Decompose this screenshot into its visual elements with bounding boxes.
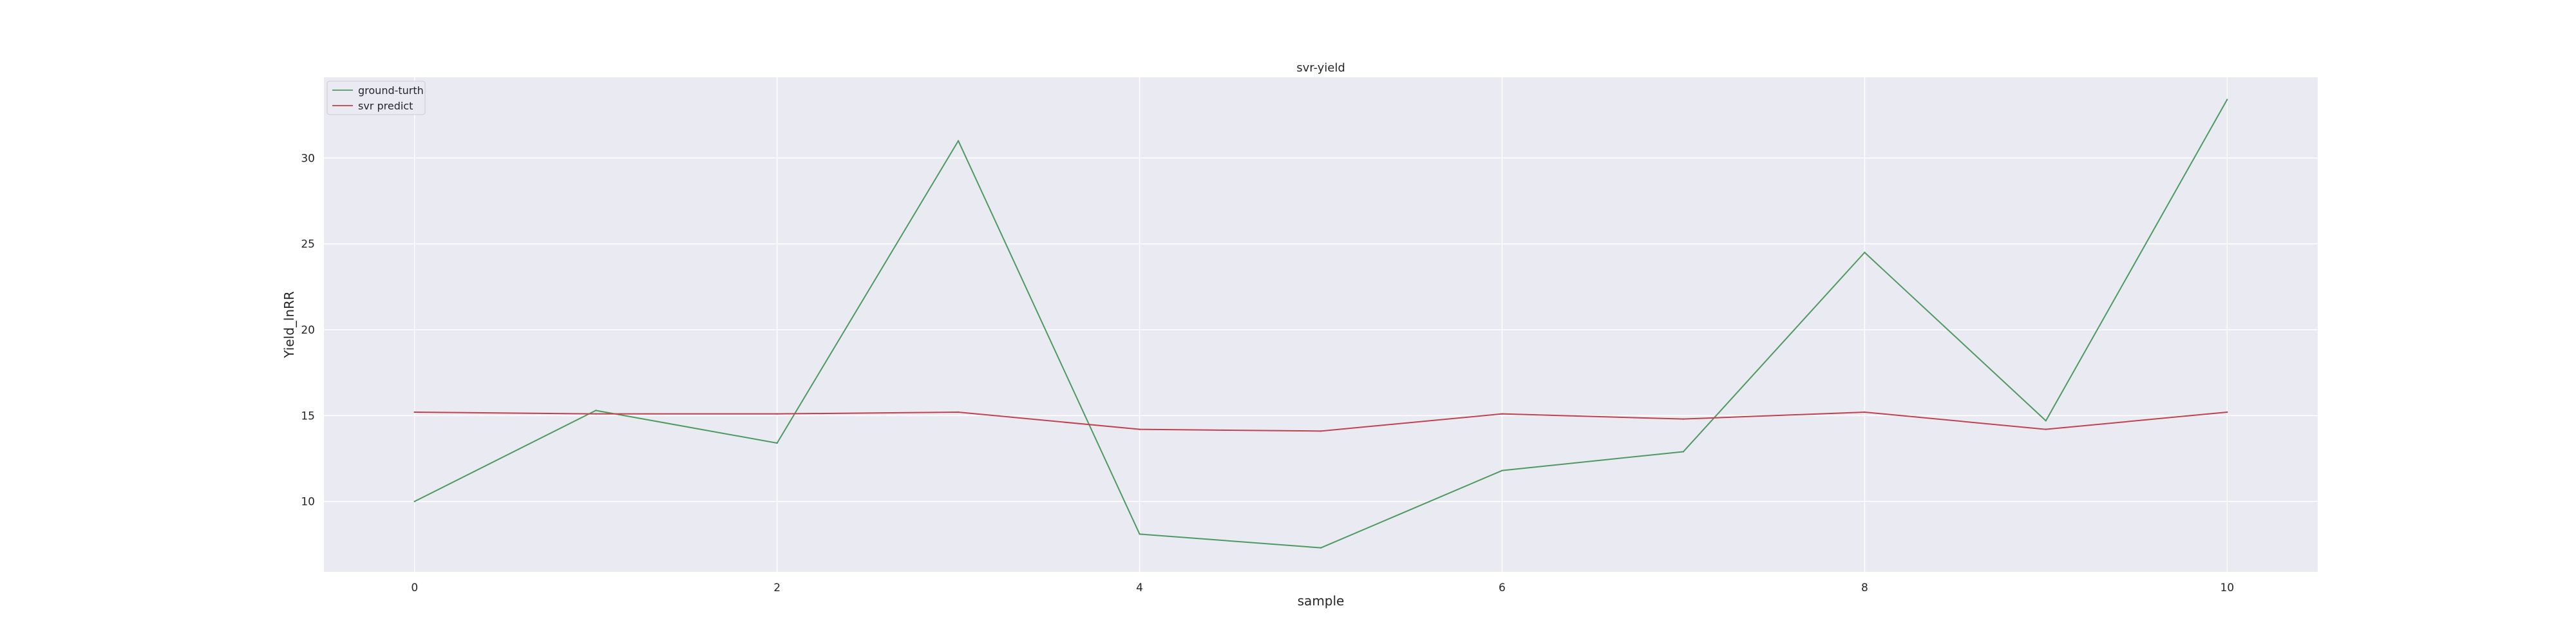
- x-tick-label: 8: [1861, 582, 1868, 594]
- x-tick-label: 10: [2220, 582, 2234, 594]
- data-point: [1864, 411, 1866, 413]
- x-tick-label: 2: [773, 582, 781, 594]
- legend-label-svr-predict: svr predict: [358, 100, 413, 112]
- data-point: [776, 413, 778, 415]
- grid: [324, 77, 2318, 572]
- x-tick-label: 0: [411, 582, 418, 594]
- x-tick-label: 6: [1499, 582, 1506, 594]
- y-tick-label: 20: [301, 324, 315, 337]
- data-point: [594, 410, 597, 412]
- data-point: [413, 411, 415, 413]
- data-point: [2226, 411, 2228, 413]
- legend-box: [327, 80, 426, 115]
- data-point: [594, 413, 597, 415]
- data-point: [957, 140, 960, 142]
- x-axis-label: sample: [1298, 593, 1345, 609]
- y-axis-label: Yield_lnRR: [281, 291, 297, 359]
- data-point: [2045, 428, 2047, 430]
- data-point: [1501, 469, 1503, 471]
- data-point: [1139, 428, 1141, 430]
- data-point: [413, 500, 415, 502]
- legend-label-ground-turth: ground-turth: [358, 84, 424, 97]
- data-point: [1682, 451, 1685, 453]
- chart-title: svr-yield: [1296, 61, 1345, 75]
- data-point: [2045, 420, 2047, 422]
- data-point: [957, 411, 960, 413]
- series-group: [413, 99, 2228, 549]
- plot-area: [324, 77, 2318, 572]
- data-point: [1864, 251, 1866, 254]
- y-tick-label: 15: [301, 410, 315, 422]
- data-point: [1682, 418, 1685, 420]
- data-point: [1320, 430, 1322, 432]
- data-point: [2226, 99, 2228, 100]
- tick-labels: 0 2 4 6 8 10 10 15 20 25 30: [301, 152, 2234, 594]
- data-point: [1320, 547, 1322, 549]
- data-point: [1139, 533, 1141, 535]
- y-tick-label: 10: [301, 496, 315, 509]
- legend: ground-turth svr predict: [327, 80, 426, 115]
- data-point: [1501, 413, 1503, 415]
- data-point: [776, 442, 778, 444]
- y-tick-label: 30: [301, 152, 315, 165]
- y-tick-label: 25: [301, 238, 315, 251]
- x-tick-label: 4: [1136, 582, 1143, 594]
